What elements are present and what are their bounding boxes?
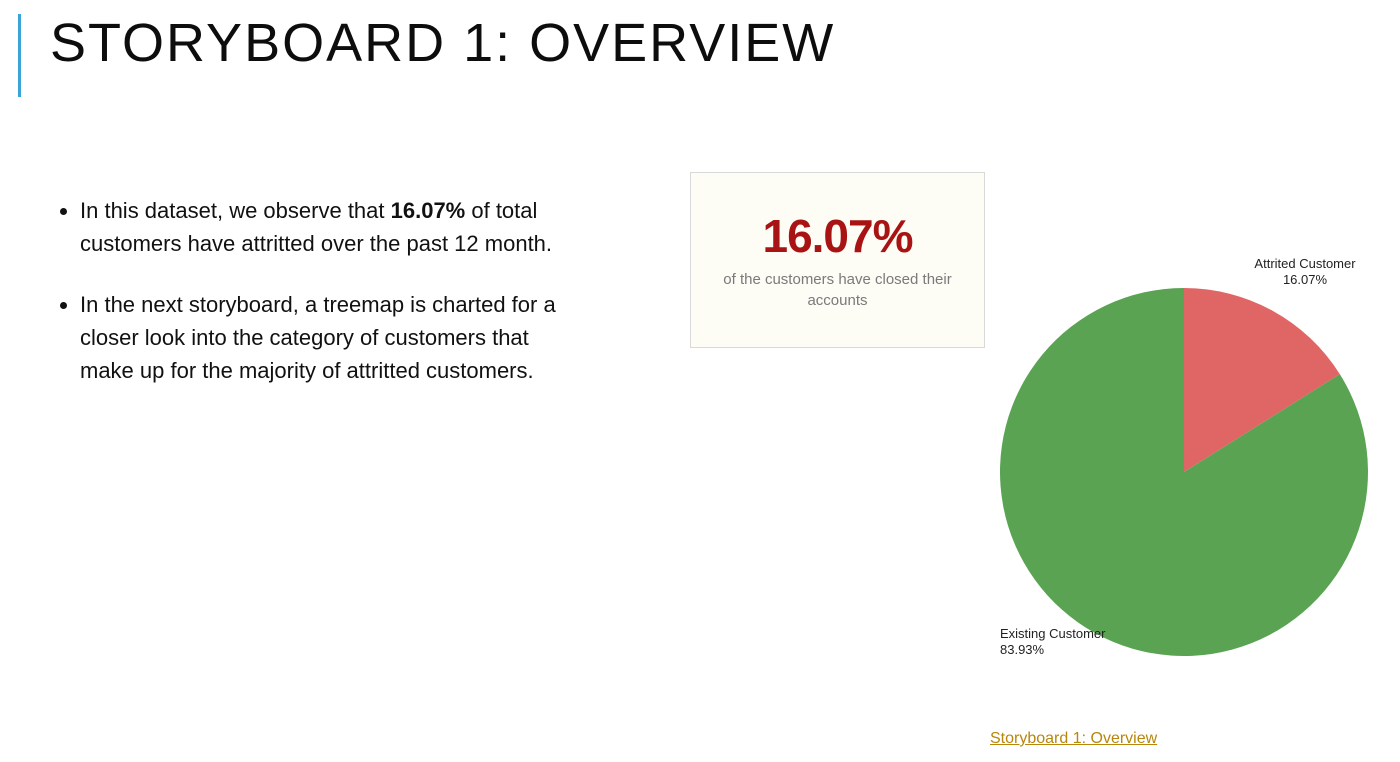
pie-svg xyxy=(1000,288,1368,656)
bullet-item: In the next storyboard, a treemap is cha… xyxy=(80,288,582,387)
bullet-text: In the next storyboard, a treemap is cha… xyxy=(80,292,556,383)
bullet-list: In this dataset, we observe that 16.07% … xyxy=(62,194,582,415)
accent-bar xyxy=(18,14,21,97)
pie-label-pct: 83.93% xyxy=(1000,642,1150,658)
page-title: STORYBOARD 1: OVERVIEW xyxy=(50,12,835,74)
pie-label-text: Attrited Customer xyxy=(1230,256,1380,272)
bullet-item: In this dataset, we observe that 16.07% … xyxy=(80,194,582,260)
pie-label-pct: 16.07% xyxy=(1230,272,1380,288)
metric-card: 16.07% of the customers have closed thei… xyxy=(690,172,985,348)
bullet-bold: 16.07% xyxy=(391,198,466,223)
storyboard-link[interactable]: Storyboard 1: Overview xyxy=(990,730,1157,748)
slide: STORYBOARD 1: OVERVIEW In this dataset, … xyxy=(0,0,1400,762)
pie-label-text: Existing Customer xyxy=(1000,626,1150,642)
pie-chart xyxy=(1000,288,1368,656)
pie-label-existing: Existing Customer 83.93% xyxy=(1000,626,1150,659)
metric-caption: of the customers have closed their accou… xyxy=(691,269,984,311)
metric-value: 16.07% xyxy=(762,209,912,263)
bullet-text: In this dataset, we observe that xyxy=(80,198,391,223)
pie-label-attrited: Attrited Customer 16.07% xyxy=(1230,256,1380,289)
